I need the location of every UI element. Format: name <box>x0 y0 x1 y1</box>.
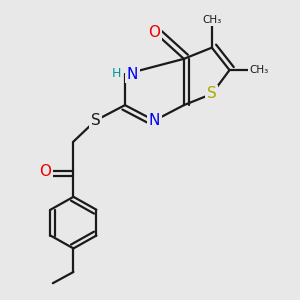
Text: O: O <box>40 164 52 178</box>
Text: S: S <box>207 86 217 101</box>
Text: H: H <box>112 67 122 80</box>
Text: O: O <box>148 25 160 40</box>
Text: S: S <box>91 113 100 128</box>
Text: CH₃: CH₃ <box>202 15 221 25</box>
Text: CH₃: CH₃ <box>249 65 268 75</box>
Text: N: N <box>149 113 160 128</box>
Text: N: N <box>127 67 138 82</box>
